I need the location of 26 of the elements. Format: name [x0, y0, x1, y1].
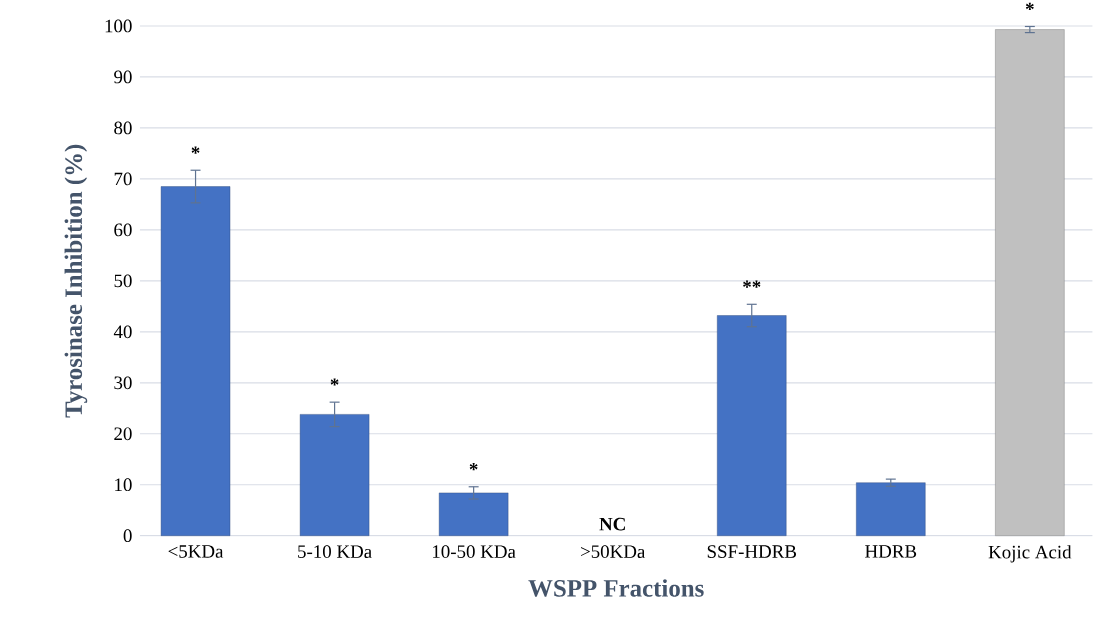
y-axis-title: Tyrosinase Inhibition (%)	[64, 144, 88, 418]
y-tick-label: 80	[114, 121, 132, 135]
y-tick-label: 20	[114, 427, 132, 441]
annotation: NC	[599, 517, 625, 531]
y-tick-label: 70	[114, 172, 132, 186]
y-tick-label: 100	[105, 19, 132, 33]
y-tick-label: 60	[114, 223, 132, 237]
x-tick-label: <5KDa	[168, 545, 224, 558]
x-tick-label: Kojic Acid	[988, 545, 1072, 563]
y-tick-label: 0	[123, 529, 132, 543]
x-tick-label: >50KDa	[580, 545, 646, 559]
x-axis-title: WSPP Fractions	[528, 579, 704, 598]
y-tick-label: 40	[113, 325, 132, 339]
annotation: *	[469, 463, 478, 471]
y-tick-label: 90	[114, 70, 132, 84]
y-tick-label: 30	[114, 376, 132, 390]
annotation: **	[743, 280, 761, 288]
x-tick-label: 5-10 KDa	[298, 545, 372, 559]
annotation: *	[1025, 2, 1034, 11]
y-tick-label: 10	[115, 478, 132, 492]
x-tick-label: SSF-HDRB	[707, 545, 797, 559]
annotation: *	[330, 378, 339, 386]
x-tick-label: 10-50 KDa	[433, 545, 516, 559]
y-tick-label: 50	[114, 274, 132, 288]
x-tick-label: HDRB	[865, 545, 917, 558]
annotation: *	[191, 146, 200, 154]
